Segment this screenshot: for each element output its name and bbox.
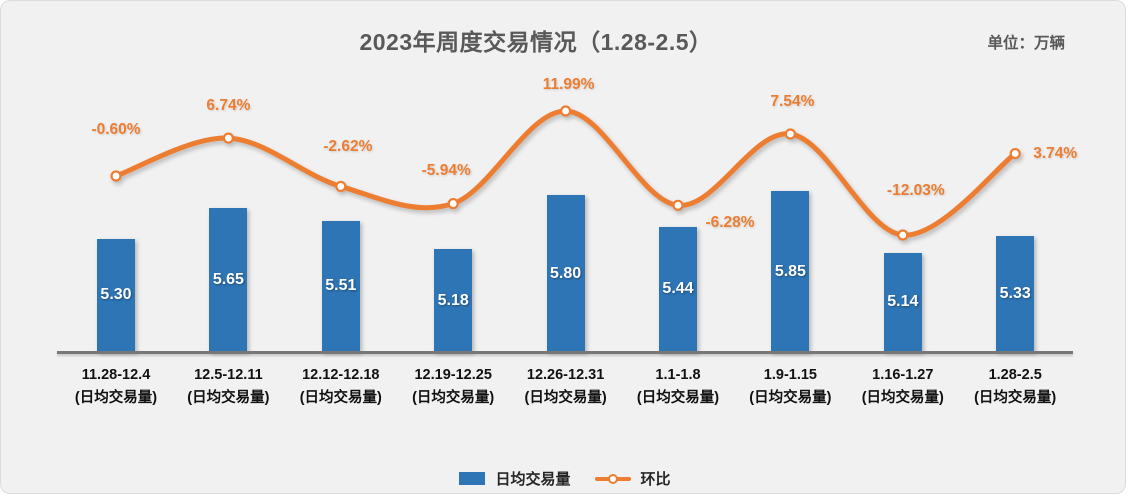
line-value-label: -2.62% [323,138,373,156]
bar: 5.44 [659,226,697,352]
line-value-label: -6.28% [705,214,755,232]
chart-title: 2023年周度交易情况（1.28-2.5） [359,29,713,55]
bar: 5.65 [209,208,248,352]
bar: 5.30 [97,238,135,352]
category-label: 1.9-1.15 (日均交易量) [749,367,832,406]
line-value-label: -12.03% [886,181,945,199]
legend-line-label: 环比 [640,471,671,488]
line-value-label: 7.54% [770,92,815,110]
bar: 5.14 [883,252,922,352]
category-label: 12.12-12.18 (日均交易量) [299,367,382,406]
category-label: 1.28-2.5 (日均交易量) [974,367,1057,406]
x-axis-line [57,351,1073,354]
bar: 5.18 [434,249,473,352]
line-value-label: -0.60% [91,120,141,138]
bar: 5.33 [996,236,1035,352]
bar-value-label: 5.80 [550,264,582,282]
line-value-label: 6.74% [206,97,251,115]
bar-value-label: 5.51 [325,277,357,295]
bar-value-label: 5.44 [662,280,694,298]
category-label: 12.5-12.11 (日均交易量) [187,367,270,406]
line-value-label: 11.99% [542,76,595,93]
line-value-label: 3.74% [1033,144,1078,162]
category-label: 12.26-12.31 (日均交易量) [524,367,607,406]
bar: 5.80 [546,195,585,352]
legend: 日均交易量 环比 [1,468,1128,489]
unit-label: 单位：万辆 [987,35,1065,52]
bar-value-label: 5.33 [999,285,1031,303]
bar: 5.85 [771,191,810,352]
line-value-label: -5.94% [421,161,471,179]
category-label: 11.28-12.4 (日均交易量) [74,367,158,406]
bar-value-label: 5.30 [100,286,132,304]
category-label: 1.1-1.8 (日均交易量) [636,367,720,406]
bar-value-label: 5.18 [437,291,469,309]
legend-line-swatch-icon [594,472,631,486]
category-label: 1.16-1.27 (日均交易量) [861,367,944,406]
bar: 5.51 [321,220,360,352]
category-label: 12.19-12.25 (日均交易量) [412,367,495,406]
bar-value-label: 5.14 [887,293,919,311]
bar-value-label: 5.65 [212,271,244,289]
legend-bar-swatch-icon [459,472,486,485]
legend-bar-label: 日均交易量 [495,471,571,488]
bar-value-label: 5.85 [774,262,806,280]
